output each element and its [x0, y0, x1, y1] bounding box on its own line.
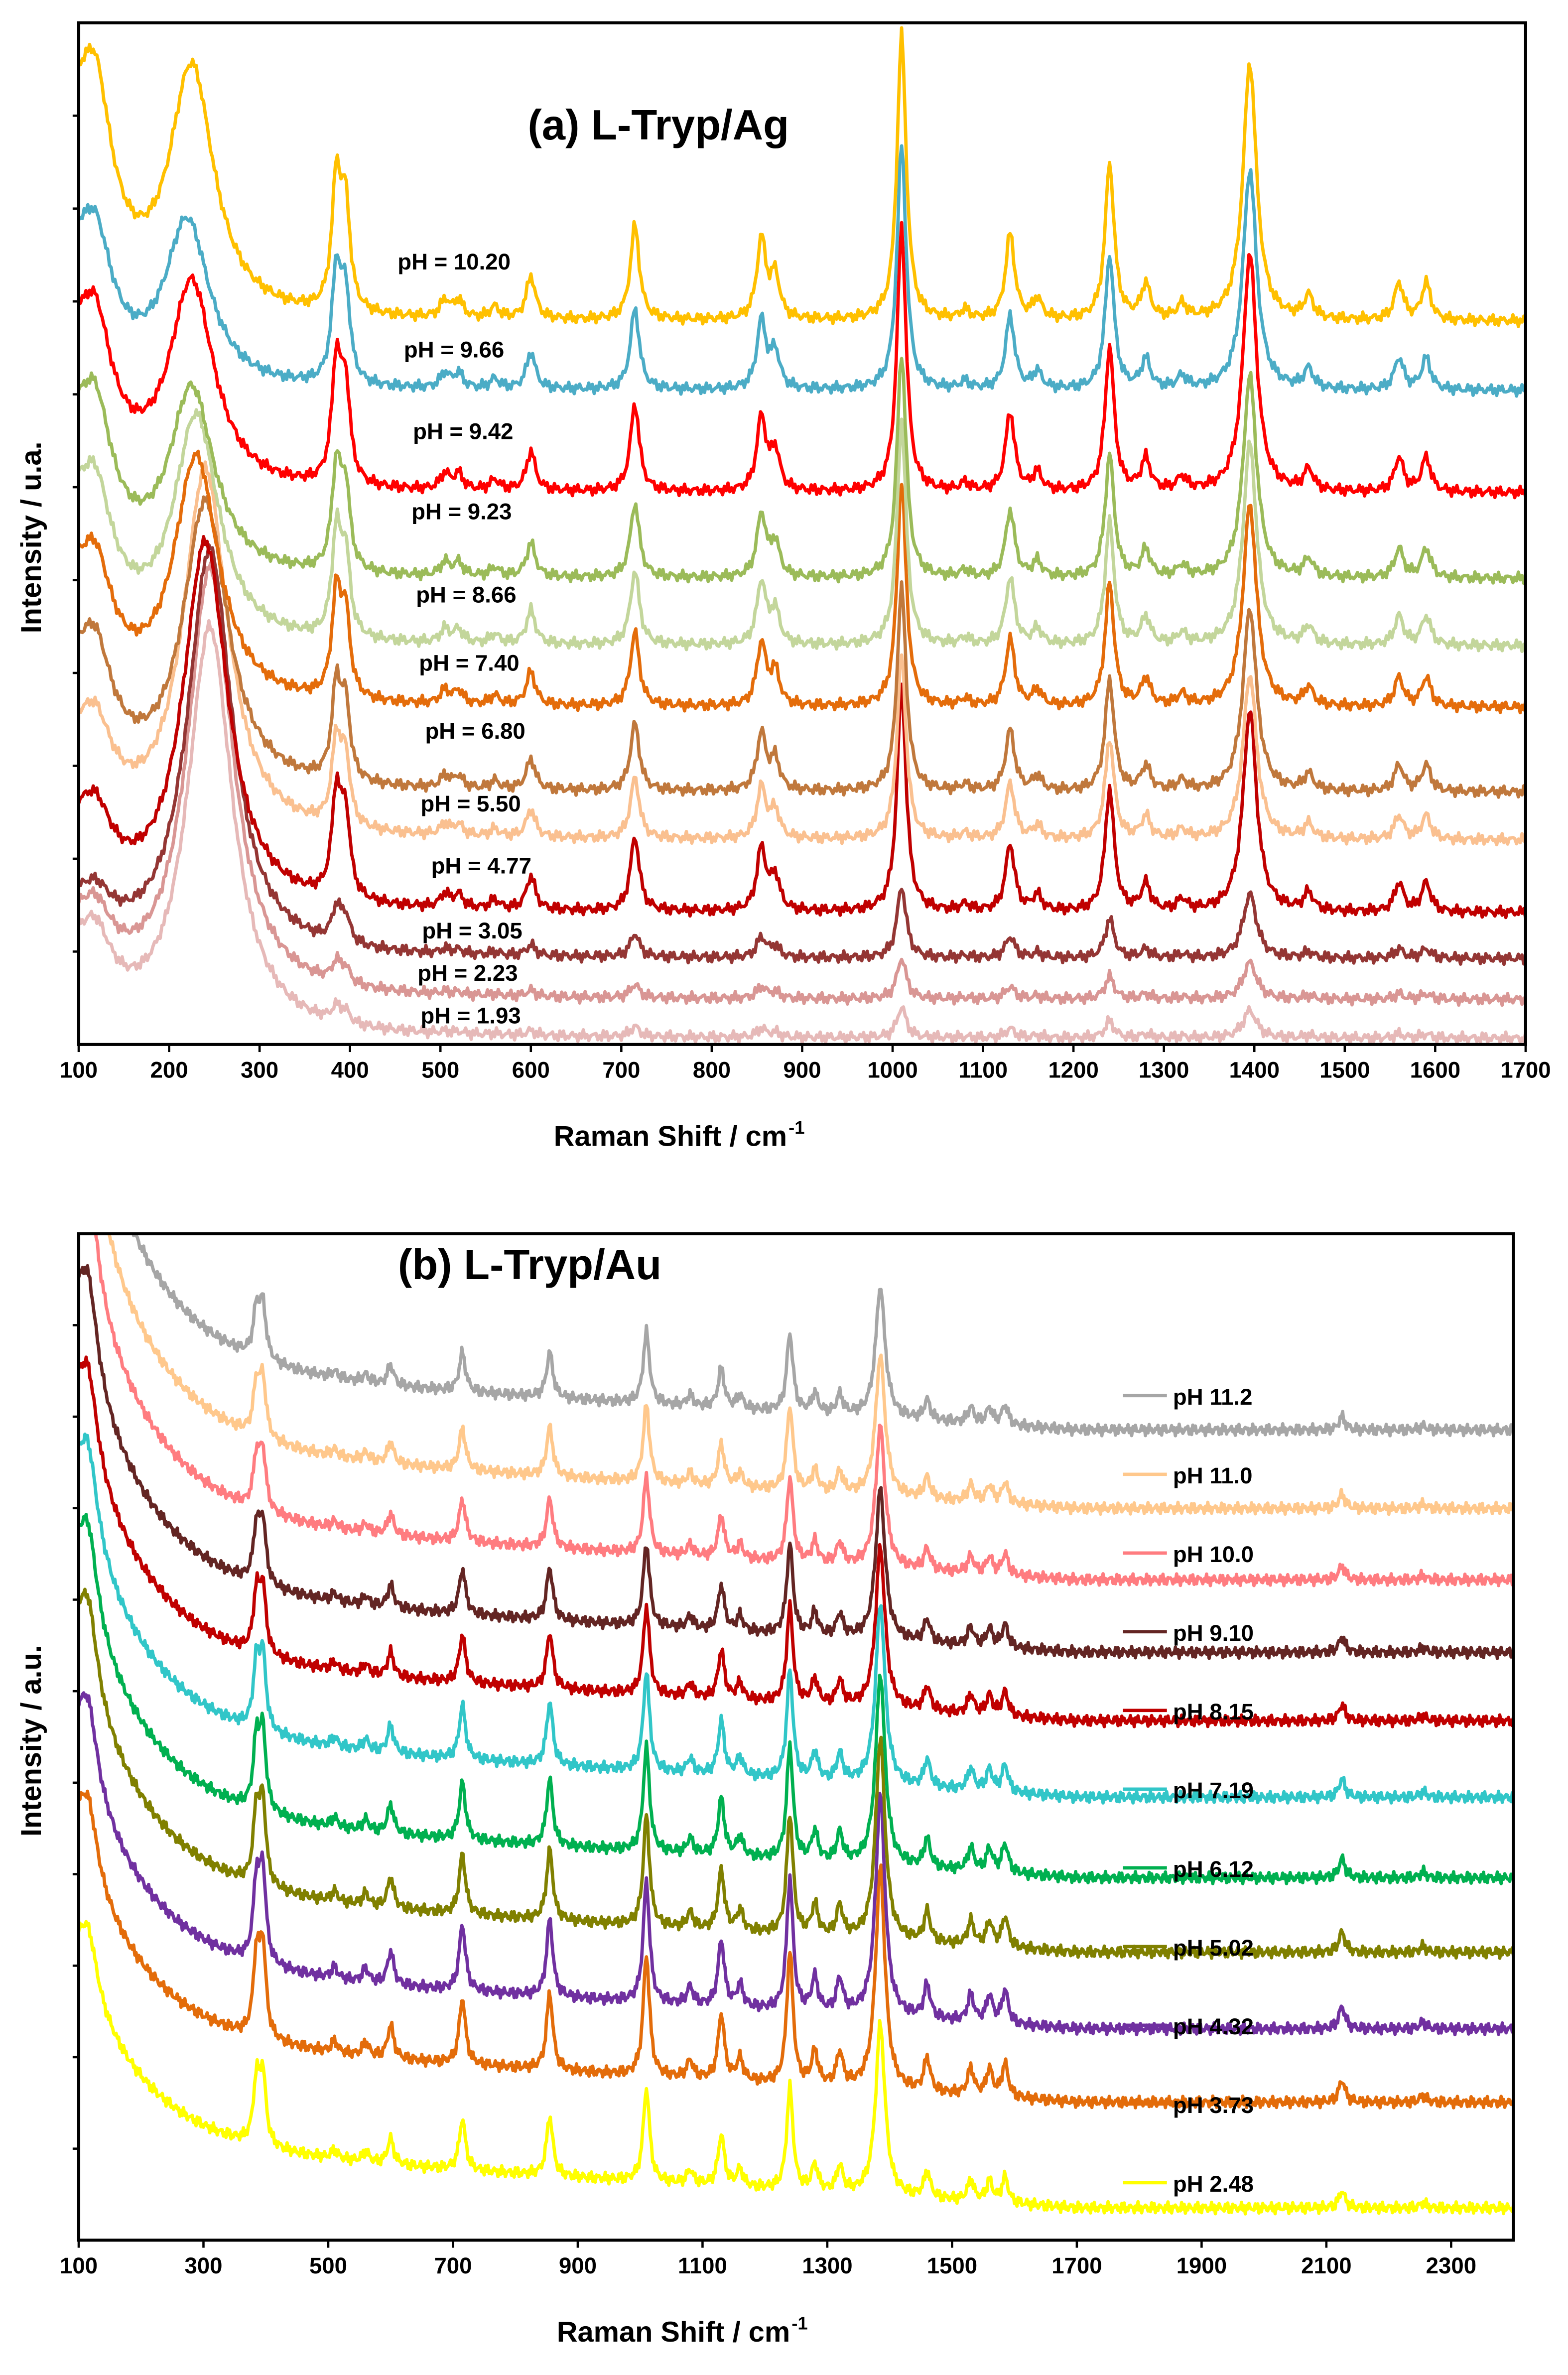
panel-a-xlabel-sup: -1	[788, 1117, 804, 1138]
spectrum-line	[79, 1789, 1514, 2110]
series-label: pH = 8.66	[416, 582, 516, 608]
legend-label: pH 6.12	[1173, 1856, 1254, 1882]
series-label: pH = 5.50	[420, 791, 521, 816]
legend-label: pH 11.2	[1173, 1384, 1253, 1410]
x-tick-label: 1300	[1139, 1057, 1189, 1083]
legend-label: pH 11.0	[1173, 1463, 1253, 1488]
spectrum-line	[79, 357, 1526, 585]
legend-label: pH 3.73	[1173, 2093, 1254, 2118]
x-tick-label: 1000	[867, 1057, 917, 1083]
x-tick-label: 1700	[1500, 1057, 1551, 1083]
x-tick-label: 1700	[1051, 2253, 1102, 2278]
spectrum-line	[131, 1233, 1514, 1438]
spectrum-line	[79, 535, 1526, 920]
panel-a-xlabel: Raman Shift / cm	[554, 1120, 787, 1152]
spectrum-line	[79, 1264, 1514, 1660]
x-tick-label: 400	[331, 1057, 369, 1083]
spectrum-line	[79, 221, 1526, 500]
legend-label: pH 10.0	[1173, 1542, 1254, 1567]
series-label: pH = 7.40	[419, 650, 519, 675]
spectrum-line	[79, 144, 1526, 398]
x-tick-label: 1500	[927, 2253, 977, 2278]
panel-b-title: (b) L-Tryp/Au	[398, 1241, 661, 1289]
x-tick-label: 600	[512, 1057, 550, 1083]
panel-a-title: (a) L-Tryp/Ag	[527, 102, 789, 149]
series-label: pH = 9.42	[413, 418, 513, 444]
panel-b-frame	[77, 1232, 1515, 2242]
spectrum-line	[79, 1355, 1514, 1728]
spectrum-line	[79, 619, 1526, 1045]
legend-label: pH 4.32	[1173, 2014, 1254, 2039]
spectrum-line	[79, 495, 1526, 799]
x-tick-label: 1100	[678, 2253, 727, 2278]
spectrum-line	[79, 460, 1526, 847]
series-label: pH = 1.93	[420, 1003, 521, 1028]
legend-label: pH 7.19	[1173, 1778, 1254, 1803]
x-tick-label: 700	[434, 2253, 472, 2278]
x-tick-label: 1600	[1410, 1057, 1460, 1083]
series-label: pH = 10.20	[397, 249, 511, 274]
legend-label: pH 8.15	[1173, 1699, 1254, 1724]
panel-a-ylabel: Intensity / u.a.	[15, 441, 47, 633]
series-label: pH = 6.80	[425, 718, 525, 744]
legend-label: pH 2.48	[1173, 2171, 1254, 2197]
spectrum-line	[79, 561, 1526, 1007]
spectrum-line	[79, 26, 1526, 328]
panel-b-spectra	[79, 1233, 1514, 2216]
spectrum-line	[79, 1691, 1514, 2037]
spectrum-line	[94, 1233, 1514, 1587]
x-tick-label: 200	[150, 1057, 188, 1083]
panel-a-spectra	[79, 26, 1526, 1045]
x-tick-label: 500	[421, 1057, 459, 1083]
series-label: pH = 3.05	[422, 918, 522, 943]
panel-b-ticks: 100 300 500 700 900 1100 1300 1500 1700 1900 2100 2…	[60, 1324, 1476, 2278]
x-tick-label: 1100	[958, 1057, 1008, 1083]
spectrum-line	[79, 408, 1526, 654]
panel-a-ticks: 100 200 300 400 500 600 700 800 900 1000 1100 1200 1…	[60, 114, 1551, 1083]
x-tick-label: 800	[693, 1057, 731, 1083]
series-label: pH = 9.66	[404, 337, 504, 362]
x-tick-label: 2300	[1426, 2253, 1476, 2278]
spectrum-line	[79, 1432, 1514, 1805]
x-tick-label: 1300	[802, 2253, 852, 2278]
panel-b-ylabel: Intensity / a.u.	[15, 1645, 47, 1837]
x-tick-label: 2100	[1301, 2253, 1351, 2278]
x-tick-label: 500	[309, 2253, 347, 2278]
legend-label: pH 5.02	[1173, 1935, 1254, 1961]
x-tick-label: 300	[241, 1057, 278, 1083]
panel-b-legend: pH 11.2 pH 11.0 pH 10.0 pH 9.10 pH 8.15 pH 7.…	[1123, 1384, 1254, 2197]
x-tick-label: 1200	[1048, 1057, 1098, 1083]
x-tick-label: 1500	[1319, 1057, 1370, 1083]
x-tick-label: 900	[783, 1057, 821, 1083]
x-tick-label: 300	[184, 2253, 222, 2278]
x-tick-label: 100	[60, 1057, 98, 1083]
x-tick-label: 900	[559, 2253, 597, 2278]
spectrum-line	[79, 1512, 1514, 1885]
panel-b-xlabel-sup: -1	[791, 2313, 807, 2334]
series-label: pH = 2.23	[417, 960, 518, 986]
x-tick-label: 700	[602, 1057, 640, 1083]
spectrum-line	[107, 1233, 1514, 1516]
spectrum-line	[79, 1587, 1514, 1960]
panel-b: 100 300 500 700 900 1100 1300 1500 1700 1900 2100 2…	[15, 1232, 1515, 2348]
x-tick-label: 1900	[1176, 2253, 1227, 2278]
spectrum-line	[79, 1920, 1514, 2216]
legend-label: pH 9.10	[1173, 1620, 1254, 1646]
panel-b-xlabel: Raman Shift / cm	[557, 2316, 790, 2348]
series-label: pH = 9.23	[411, 499, 512, 524]
spectrum-line	[79, 543, 1526, 966]
x-tick-label: 100	[60, 2253, 98, 2278]
panel-a: 100 200 300 400 500 600 700 800 900 1000 1100 1200 1…	[15, 21, 1551, 1152]
x-tick-label: 1400	[1229, 1057, 1280, 1083]
panel-a-labels: pH = 10.20 pH = 9.66 pH = 9.42 pH = 9.23 pH …	[397, 249, 531, 1028]
spectrum-line	[79, 449, 1526, 715]
series-label: pH = 4.77	[431, 853, 531, 878]
